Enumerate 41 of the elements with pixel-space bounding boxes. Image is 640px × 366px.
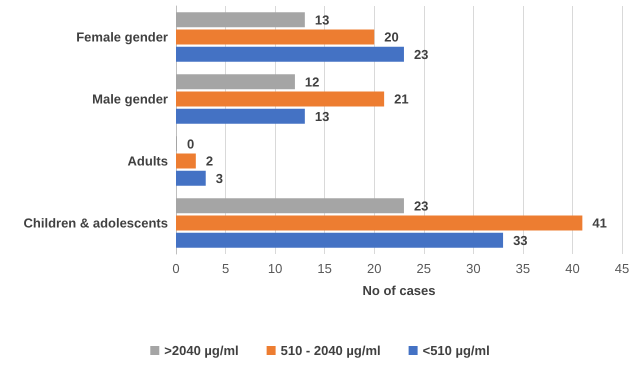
data-label: 12 <box>304 74 320 90</box>
data-label: 3 <box>216 170 223 186</box>
data-label: 23 <box>414 198 428 214</box>
x-tick-label: 40 <box>565 261 580 276</box>
y-tick-label: Female gender <box>76 30 168 44</box>
data-label: 41 <box>592 216 607 230</box>
bar <box>176 198 404 214</box>
bar <box>176 232 504 248</box>
x-tick-label: 5 <box>222 261 230 276</box>
x-axis-title: No of cases <box>362 283 436 298</box>
bar <box>176 154 196 168</box>
legend-label: >2040 µg/ml <box>164 343 239 358</box>
data-label: 0 <box>187 136 194 152</box>
data-label: 20 <box>384 30 399 44</box>
bar <box>176 92 384 106</box>
bar <box>176 170 206 186</box>
y-tick-label: Children & adolescents <box>24 216 168 230</box>
x-tick-label: 0 <box>172 261 180 276</box>
bar <box>176 108 305 124</box>
data-label: 13 <box>314 108 330 124</box>
bar <box>176 30 374 44</box>
x-tick-label: 15 <box>317 261 332 276</box>
x-tick-label: 45 <box>614 261 630 276</box>
data-label: 23 <box>414 46 428 62</box>
legend-label: <510 µg/ml <box>422 343 490 358</box>
x-tick-label: 20 <box>366 261 382 276</box>
data-label: 33 <box>513 232 528 248</box>
data-label: 2 <box>206 154 214 168</box>
data-label: 21 <box>394 92 409 106</box>
data-label: 13 <box>314 12 330 28</box>
x-tick-label: 35 <box>516 261 530 276</box>
bar <box>176 46 404 62</box>
x-tick-label: 10 <box>268 261 282 276</box>
bar <box>176 74 295 90</box>
bar <box>176 216 582 230</box>
y-tick-label: Adults <box>128 154 168 168</box>
x-tick-label: 30 <box>466 261 481 276</box>
y-tick-label: Male gender <box>92 92 168 106</box>
x-tick-label: 25 <box>416 261 432 276</box>
legend-label: 510 - 2040 µg/ml <box>280 343 381 358</box>
bar <box>176 12 305 28</box>
